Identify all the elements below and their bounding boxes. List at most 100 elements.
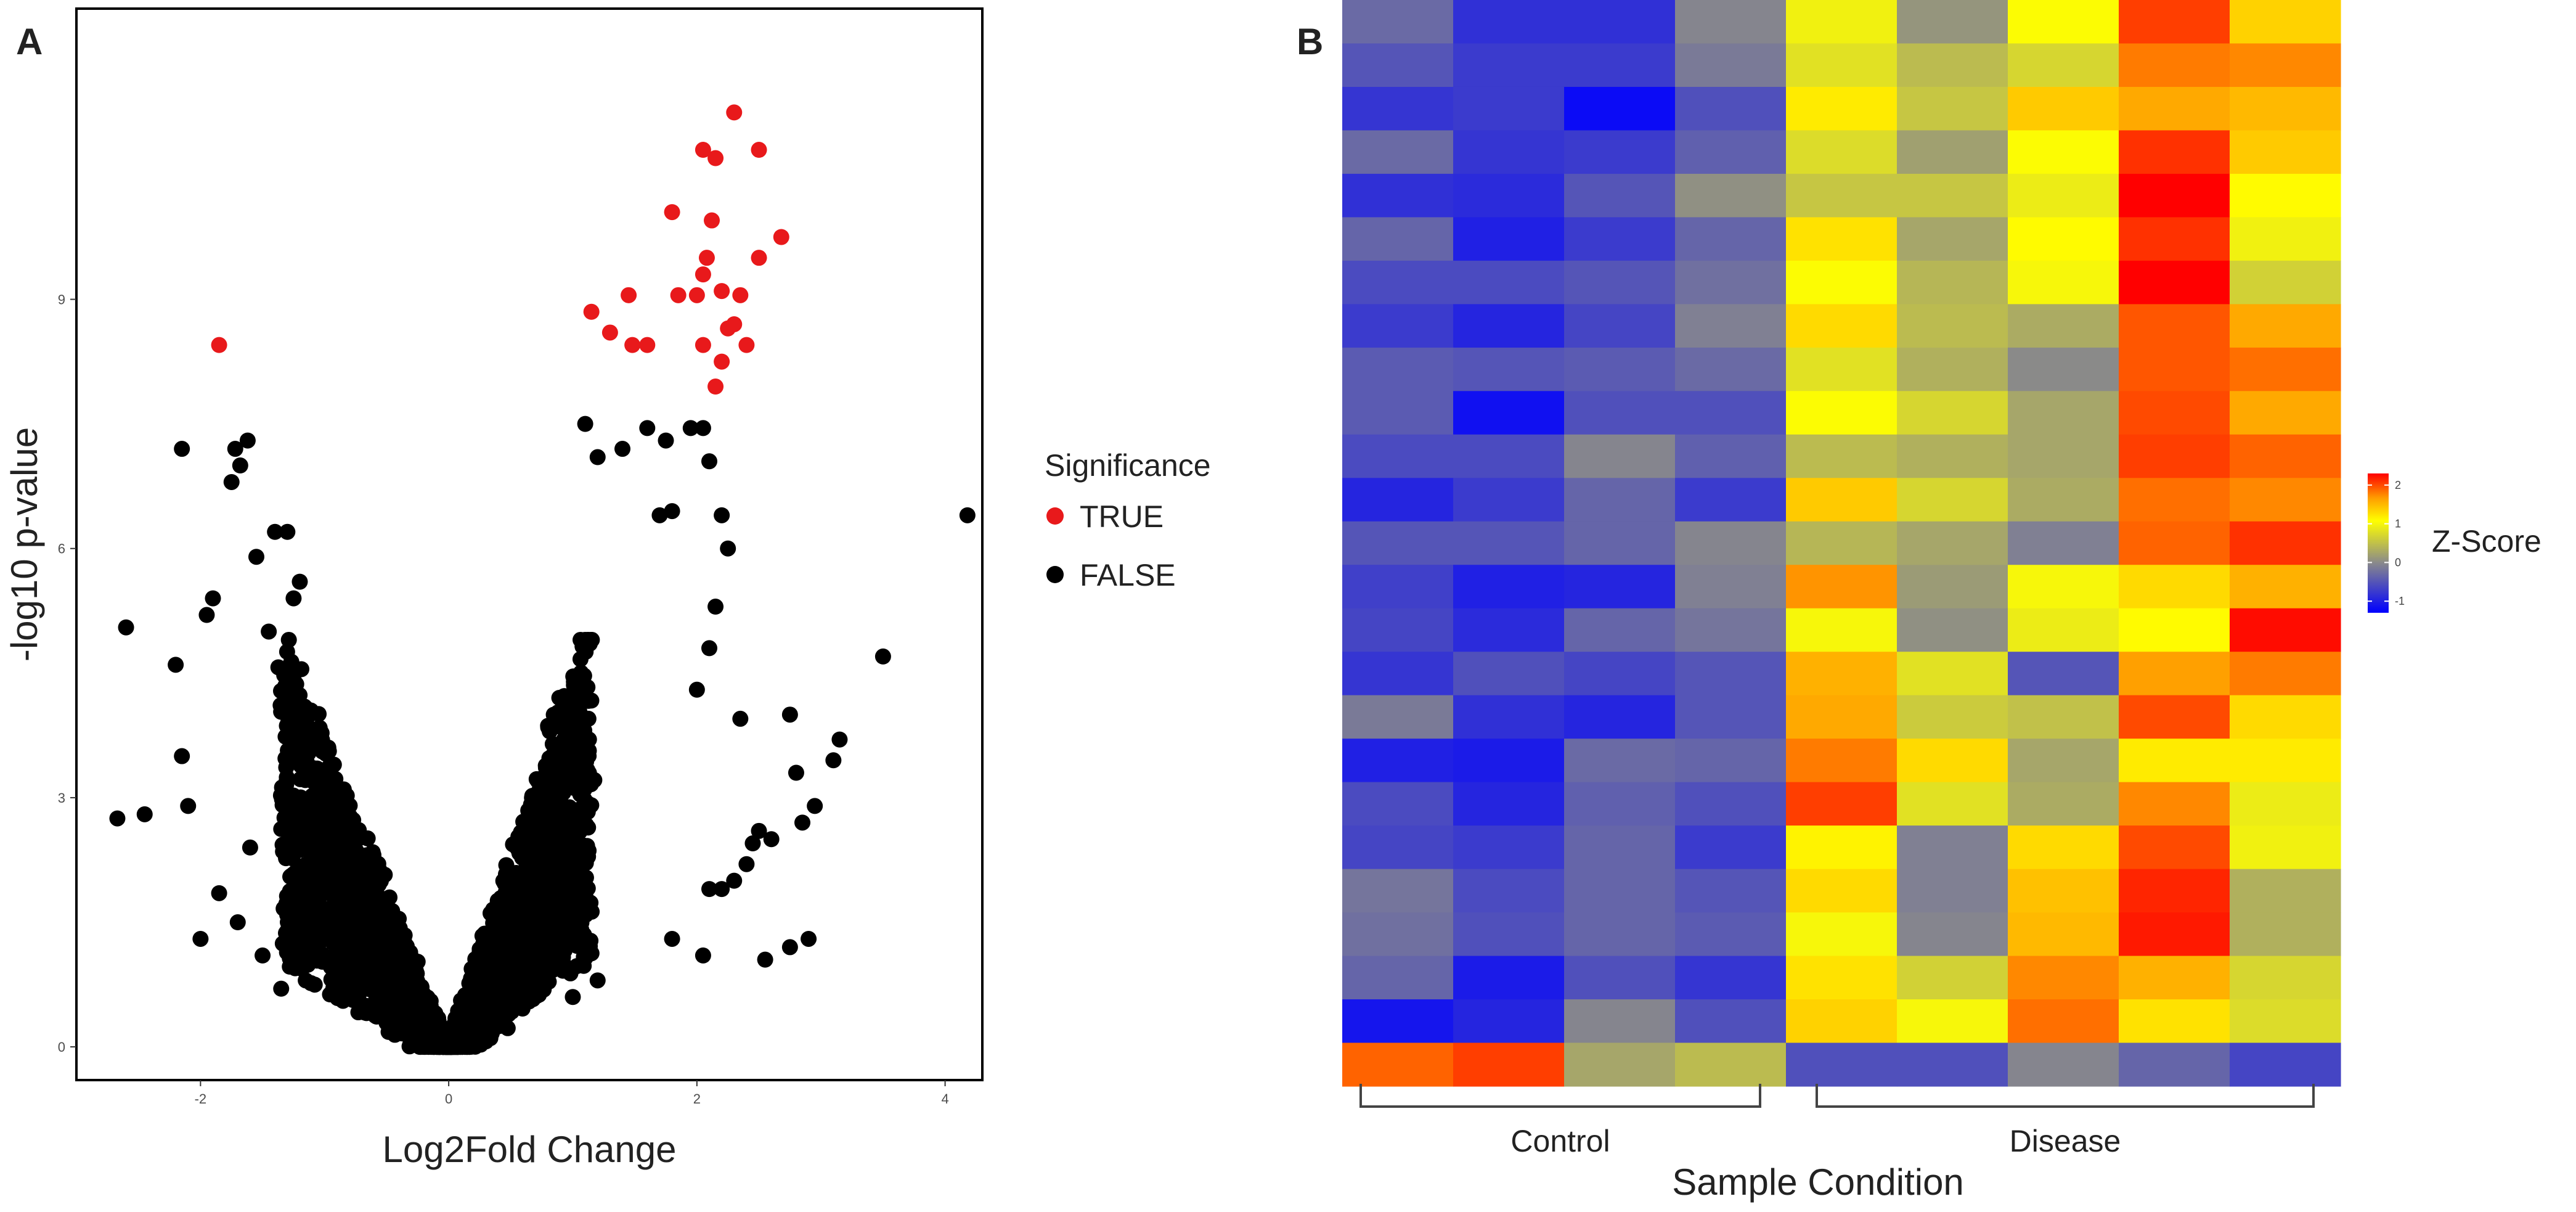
- point-false: [720, 540, 736, 557]
- heatmap-cell: [1564, 173, 1676, 218]
- heatmap-cell: [2119, 825, 2230, 870]
- point-false-cloud: [311, 706, 327, 723]
- heatmap-cell: [1564, 478, 1676, 522]
- heatmap-cell: [1564, 999, 1676, 1044]
- heatmap-cell: [1564, 391, 1676, 435]
- point-false: [267, 523, 283, 540]
- heatmap-cell: [1786, 869, 1897, 913]
- heatmap-cell: [2230, 130, 2341, 174]
- heatmap-cell: [1786, 565, 1897, 609]
- heatmap-cell: [2230, 521, 2341, 565]
- heatmap-cell: [2008, 608, 2119, 652]
- point-false: [255, 947, 271, 964]
- point-true: [751, 142, 767, 158]
- heatmap-cell: [2008, 130, 2119, 174]
- point-false-cloud: [428, 1012, 444, 1029]
- heatmap-cell: [1564, 260, 1676, 305]
- heatmap-cell: [1675, 608, 1787, 652]
- point-false: [695, 947, 711, 964]
- heatmap-cell: [1564, 130, 1676, 174]
- heatmap-cell: [1342, 695, 1454, 739]
- heatmap-cell: [1786, 0, 1897, 44]
- heatmap-cell: [2008, 1042, 2119, 1087]
- point-false: [651, 507, 668, 523]
- heatmap-cell: [2230, 391, 2341, 435]
- heatmap-cell: [1342, 347, 1454, 391]
- point-false-cloud: [290, 814, 306, 830]
- z-score-colorbar: -1 0 1 2 Z-Score: [2368, 473, 2541, 613]
- point-false: [781, 939, 798, 956]
- point-false: [688, 681, 705, 698]
- heatmap-cell: [2119, 782, 2230, 826]
- heatmap-cell: [2119, 565, 2230, 609]
- point-false: [577, 416, 593, 432]
- point-false-cloud: [277, 838, 293, 854]
- point-false-cloud: [507, 940, 524, 956]
- heatmap-cell: [2230, 173, 2341, 218]
- heatmap-cell: [2119, 739, 2230, 783]
- heatmap-cell: [2008, 956, 2119, 1000]
- point-false-cloud: [533, 811, 550, 828]
- point-false-cloud: [452, 1017, 469, 1033]
- point-true: [732, 287, 749, 303]
- heatmap-cell: [1897, 825, 2008, 870]
- heatmap-cell: [1564, 695, 1676, 739]
- point-false-cloud: [321, 866, 338, 883]
- heatmap-cell: [1453, 260, 1565, 305]
- point-false: [757, 951, 773, 968]
- point-false: [825, 752, 842, 769]
- heatmap-cell: [1786, 695, 1897, 739]
- heatmap-cell: [1675, 956, 1787, 1000]
- heatmap-cell: [1342, 434, 1454, 478]
- point-false-cloud: [398, 992, 415, 1009]
- heatmap-cell: [1786, 478, 1897, 522]
- point-false-cloud: [306, 808, 323, 825]
- point-false-cloud: [494, 922, 510, 938]
- point-false-cloud: [520, 906, 536, 922]
- point-false: [229, 914, 246, 931]
- point-false-cloud: [351, 927, 368, 943]
- point-false-cloud: [280, 631, 297, 648]
- heatmap-cell: [1453, 956, 1565, 1000]
- heatmap-cell: [2119, 304, 2230, 348]
- heatmap-cell: [1453, 652, 1565, 696]
- point-false-cloud: [489, 940, 506, 957]
- point-false-cloud: [380, 989, 396, 1005]
- point-false: [589, 449, 606, 465]
- heatmap-cell: [2008, 173, 2119, 218]
- point-false: [242, 839, 258, 856]
- heatmap-cell: [1786, 434, 1897, 478]
- point-false: [109, 810, 126, 827]
- heatmap-cell: [2119, 86, 2230, 131]
- point-false-cloud: [573, 914, 590, 931]
- point-false-cloud: [357, 904, 373, 921]
- point-false: [205, 590, 221, 607]
- point-true: [751, 250, 767, 266]
- colorbar-tick-label: -1: [2395, 595, 2405, 607]
- point-false: [807, 798, 823, 814]
- heatmap-cell: [1675, 347, 1787, 391]
- point-true: [773, 229, 789, 245]
- heatmap-cell: [1342, 217, 1454, 261]
- heatmap-cell: [2119, 391, 2230, 435]
- heatmap-cell: [1342, 652, 1454, 696]
- point-false: [614, 441, 631, 457]
- heatmap-cell: [2119, 217, 2230, 261]
- heatmap-cell: [2008, 739, 2119, 783]
- heatmap-cell: [1897, 999, 2008, 1044]
- point-false-cloud: [550, 741, 567, 758]
- point-false-cloud: [487, 990, 503, 1007]
- point-false-cloud: [338, 971, 355, 988]
- point-true: [726, 104, 743, 121]
- point-false-cloud: [476, 963, 493, 980]
- point-true: [698, 250, 715, 266]
- heatmap-cell: [1342, 912, 1454, 957]
- heatmap-cell: [2119, 652, 2230, 696]
- y-tick-label: 3: [58, 790, 65, 806]
- point-false: [198, 607, 215, 623]
- y-tick-label: 0: [58, 1039, 65, 1055]
- point-false-cloud: [541, 912, 558, 928]
- heatmap-cell: [1675, 304, 1787, 348]
- heatmap-cell: [2008, 217, 2119, 261]
- point-false-cloud: [279, 944, 295, 960]
